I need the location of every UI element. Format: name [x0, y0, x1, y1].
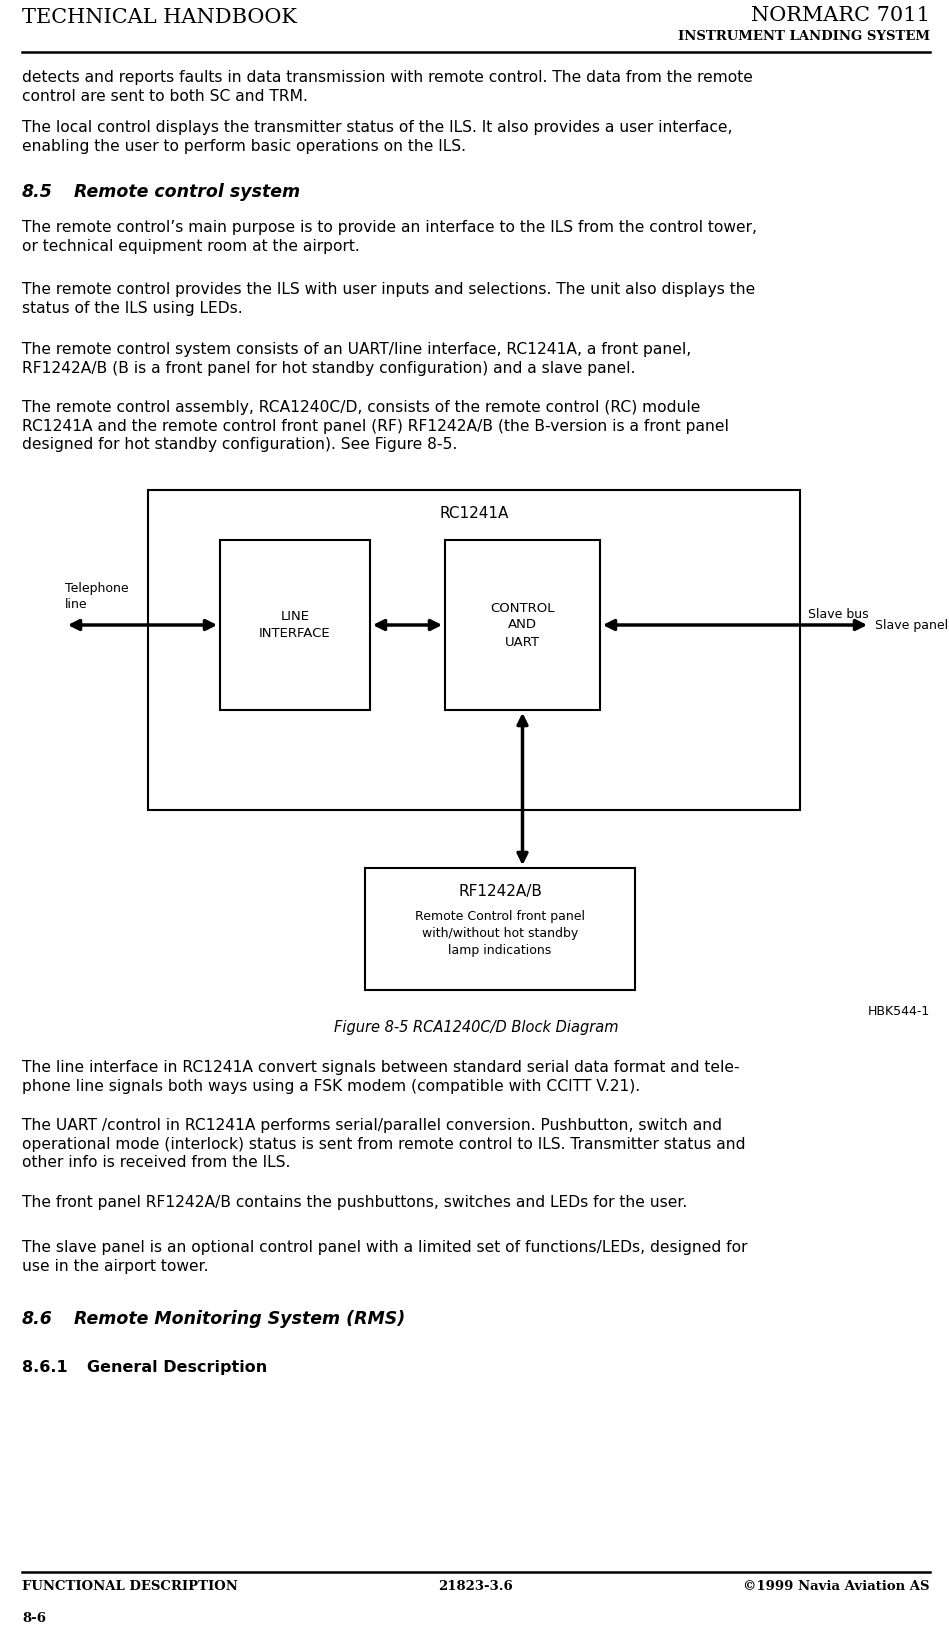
Text: NORMARC 7011: NORMARC 7011 — [751, 7, 930, 24]
Text: The remote control assembly, RCA1240C/D, consists of the remote control (RC) mod: The remote control assembly, RCA1240C/D,… — [22, 400, 729, 452]
Text: 8-6: 8-6 — [22, 1612, 46, 1625]
Text: detects and reports faults in data transmission with remote control. The data fr: detects and reports faults in data trans… — [22, 70, 753, 103]
Text: RC1241A: RC1241A — [439, 506, 509, 521]
Bar — [365, 868, 635, 991]
Text: CONTROL
AND
UART: CONTROL AND UART — [491, 602, 555, 648]
Text: Remote control system: Remote control system — [74, 183, 300, 201]
Text: Figure 8-5 RCA1240C/D Block Diagram: Figure 8-5 RCA1240C/D Block Diagram — [334, 1020, 618, 1035]
Bar — [220, 540, 370, 710]
Text: INSTRUMENT LANDING SYSTEM: INSTRUMENT LANDING SYSTEM — [678, 29, 930, 42]
Text: FUNCTIONAL DESCRIPTION: FUNCTIONAL DESCRIPTION — [22, 1580, 238, 1593]
Text: Remote Control front panel
with/without hot standby
lamp indications: Remote Control front panel with/without … — [415, 911, 585, 956]
Text: The local control displays the transmitter status of the ILS. It also provides a: The local control displays the transmitt… — [22, 121, 733, 153]
Text: The line interface in RC1241A convert signals between standard serial data forma: The line interface in RC1241A convert si… — [22, 1061, 739, 1093]
Text: The slave panel is an optional control panel with a limited set of functions/LED: The slave panel is an optional control p… — [22, 1240, 748, 1273]
Text: Telephone
line: Telephone line — [65, 583, 129, 610]
Text: The remote control’s main purpose is to provide an interface to the ILS from the: The remote control’s main purpose is to … — [22, 220, 757, 253]
Text: 8.6: 8.6 — [22, 1310, 53, 1328]
Bar — [445, 540, 600, 710]
Text: 8.6.1: 8.6.1 — [22, 1359, 67, 1376]
Text: General Description: General Description — [87, 1359, 268, 1376]
Text: TECHNICAL HANDBOOK: TECHNICAL HANDBOOK — [22, 8, 297, 28]
Text: RF1242A/B: RF1242A/B — [458, 885, 542, 899]
Text: 8.5: 8.5 — [22, 183, 53, 201]
Text: HBK544-1: HBK544-1 — [867, 1005, 930, 1018]
Text: The UART /control in RC1241A performs serial/parallel conversion. Pushbutton, sw: The UART /control in RC1241A performs se… — [22, 1118, 746, 1170]
Text: Slave bus: Slave bus — [808, 609, 868, 622]
Text: The remote control provides the ILS with user inputs and selections. The unit al: The remote control provides the ILS with… — [22, 282, 755, 315]
Text: Slave panel(s): Slave panel(s) — [875, 619, 949, 632]
Text: 21823-3.6: 21823-3.6 — [438, 1580, 513, 1593]
Text: The front panel RF1242A/B contains the pushbuttons, switches and LEDs for the us: The front panel RF1242A/B contains the p… — [22, 1195, 687, 1209]
Text: Remote Monitoring System (RMS): Remote Monitoring System (RMS) — [74, 1310, 405, 1328]
Text: ©1999 Navia Aviation AS: ©1999 Navia Aviation AS — [743, 1580, 930, 1593]
Bar — [148, 490, 800, 809]
Text: The remote control system consists of an UART/line interface, RC1241A, a front p: The remote control system consists of an… — [22, 343, 691, 375]
Text: LINE
INTERFACE: LINE INTERFACE — [259, 610, 331, 640]
